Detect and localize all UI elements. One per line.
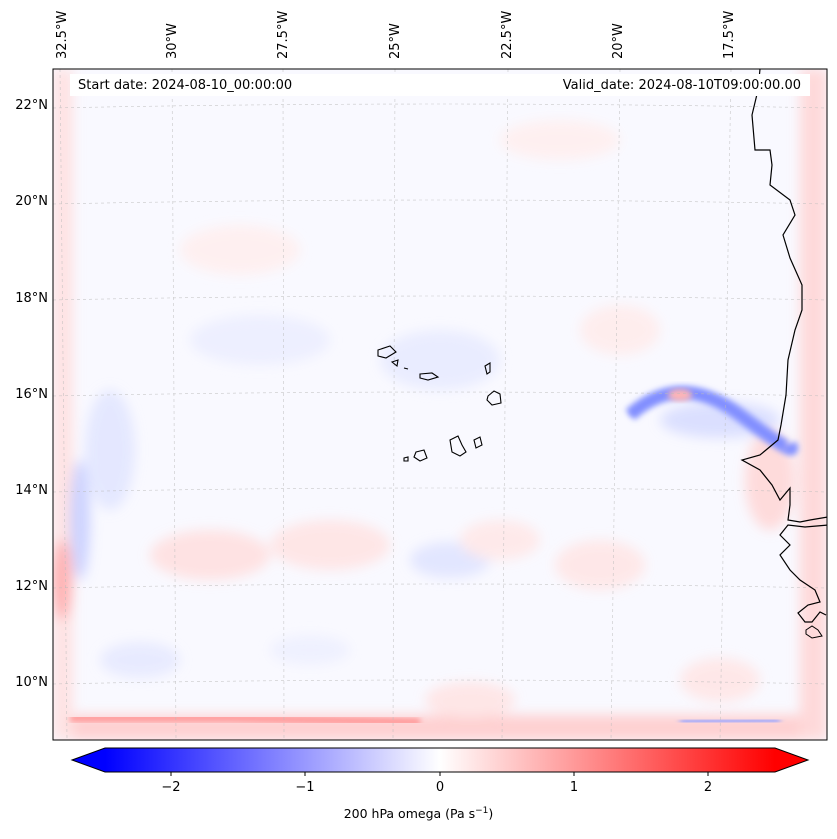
header-strip xyxy=(70,74,810,96)
colorbar-tick-label: −1 xyxy=(295,780,315,795)
colorbar-label-main: 200 hPa omega (Pa s xyxy=(343,806,476,822)
colorbar-label-exponent: −1 xyxy=(475,806,489,816)
colorbar-max-extend xyxy=(775,748,808,772)
colorbar xyxy=(70,747,810,776)
colorbar-tick-label: 2 xyxy=(703,780,713,795)
colorbar-label-end: ) xyxy=(488,806,494,822)
colorbar-min-extend xyxy=(72,748,105,772)
start-date-label: Start date: 2024-08-10_00:00:00 xyxy=(78,78,293,93)
colorbar-tick-label: 0 xyxy=(435,780,445,795)
omega-field xyxy=(53,69,827,740)
lat-label: 14°N xyxy=(15,483,48,498)
map-frame xyxy=(52,68,828,741)
lat-label: 10°N xyxy=(15,675,48,690)
valid-date-label: Valid_date: 2024-08-10T09:00:00.00 xyxy=(562,78,801,93)
lat-label: 18°N xyxy=(15,291,48,306)
gridlines xyxy=(53,69,827,740)
colorbar-tick-label: 1 xyxy=(569,780,579,795)
lat-label: 16°N xyxy=(15,387,48,402)
africa-coastline xyxy=(740,69,827,623)
cabo-verde-islands xyxy=(377,345,502,462)
lat-label: 12°N xyxy=(15,579,48,594)
lat-label: 22°N xyxy=(15,98,48,113)
lat-label: 20°N xyxy=(15,194,48,209)
colorbar-label: 200 hPa omega (Pa s−1) xyxy=(0,806,837,821)
colorbar-tick-label: −2 xyxy=(161,780,181,795)
